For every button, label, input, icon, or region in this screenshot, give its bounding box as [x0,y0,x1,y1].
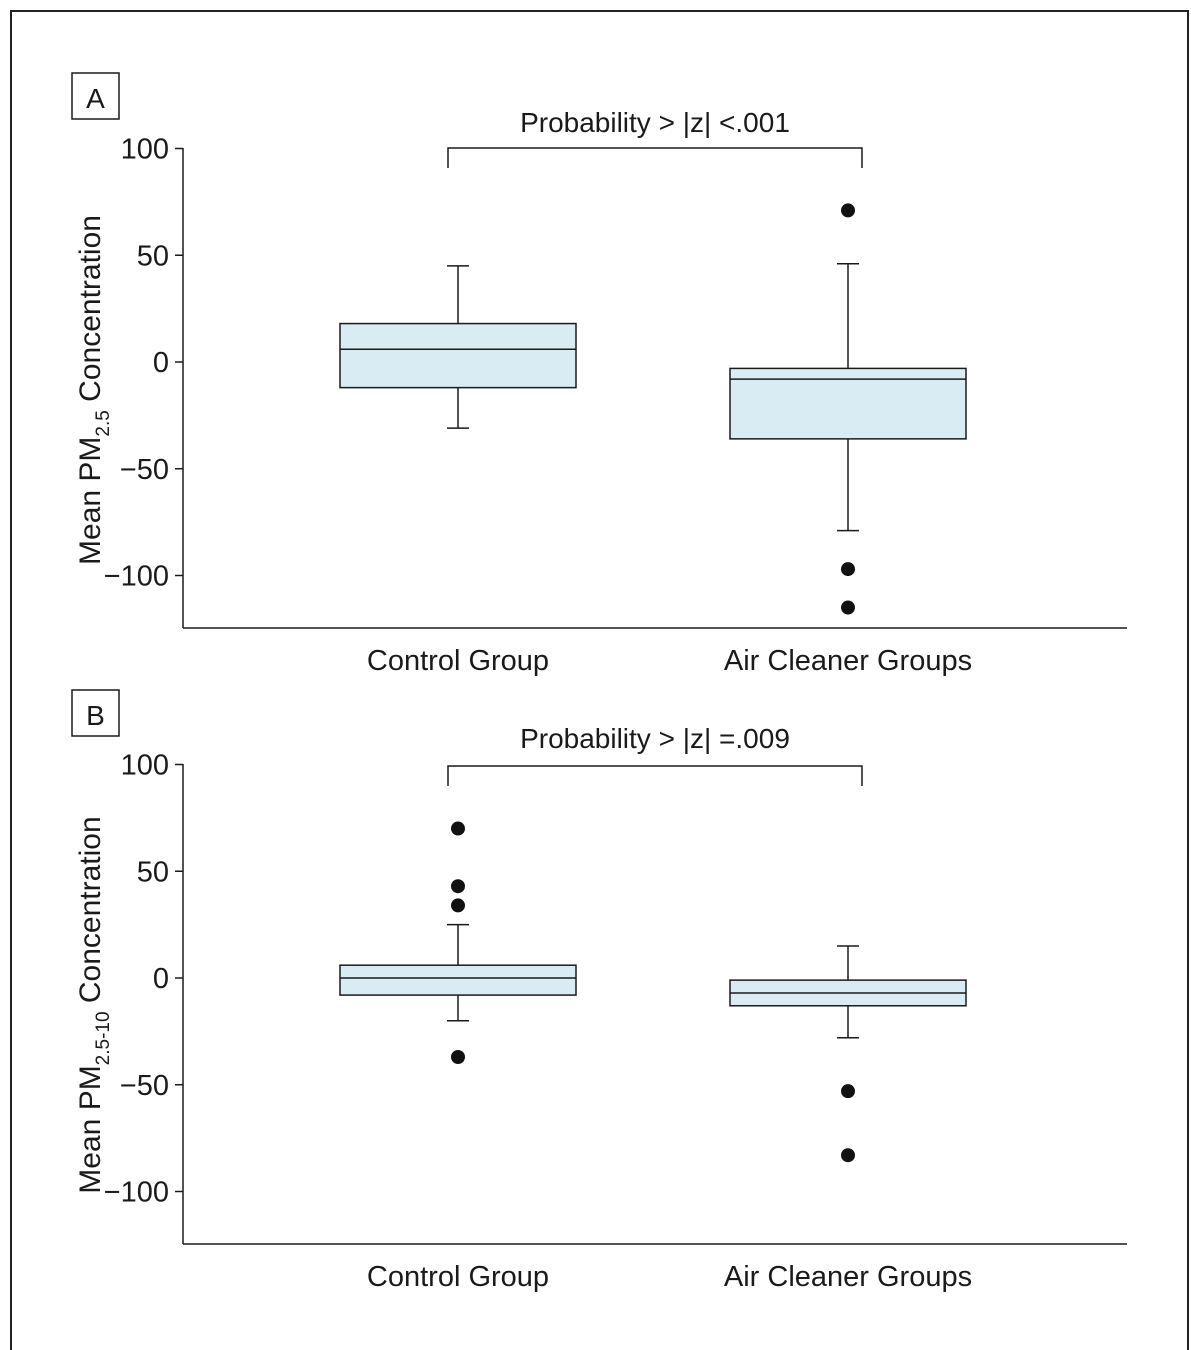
panel-b-outlier-point [451,898,465,913]
panel-a-category-label: Control Group [367,645,549,677]
panel-b-y-tick-label: 100 [121,750,169,782]
panel-a-outlier-point [841,203,855,218]
panel-b-outlier-point [841,1084,855,1099]
panel-a-outlier-point [841,562,855,577]
panel-a-y-axis-label-main: Mean PM [74,437,107,565]
panel-b-letter: B [86,700,105,731]
panel-b-y-axis-label-rest: Concentration [74,816,107,1011]
panel-a-y-axis-label: Mean PM2.5 Concentration [74,215,114,565]
panel-b-outlier-point [451,1049,465,1064]
panel-a-y-tick-label: −100 [104,561,169,593]
panel-b-outlier-point [451,821,465,836]
panel-a-letter-box [71,72,120,120]
panel-a-y-tick-label: 50 [137,240,169,272]
panel-b-y-tick-label: 0 [153,963,169,995]
panel-b-outlier-point [451,879,465,894]
panel-b-category-label: Control Group [367,1261,549,1293]
panel-b-y-axis-label-subscript: 2.5-10 [93,1011,114,1065]
panel-b-letter-box [71,689,120,737]
panel-b-y-axis-label: Mean PM2.5-10 Concentration [74,816,114,1193]
panel-b-y-tick-label: 50 [137,856,169,888]
panel-b-outlier-point [841,1148,855,1163]
panel-a-y-tick-label: 100 [121,134,169,166]
panel-a-significance-label: Probability > |z| <.001 [520,107,790,138]
panel-b-significance-label: Probability > |z| =.009 [520,723,790,754]
panel-b-significance-bracket [447,765,863,786]
panel-a-y-tick-label: 0 [153,347,169,379]
panel-a-category-label: Air Cleaner Groups [724,645,972,677]
panel-b-y-axis-label-main: Mean PM [74,1065,107,1193]
panel-a-y-axis-label-subscript: 2.5 [93,410,114,436]
panel-b-box [339,964,577,996]
panel-a-y-tick-label: −50 [120,454,169,486]
panel-a-box [339,322,577,389]
panel-b-y-tick-label: −50 [120,1070,169,1102]
panel-b-y-tick-label: −100 [104,1177,169,1209]
panel-a-letter: A [86,83,105,114]
panel-a-outlier-point [841,600,855,615]
panel-a-y-axis-label-rest: Concentration [74,215,107,410]
figure-frame [10,10,1189,1350]
panel-a-box [729,367,967,440]
panel-b-category-label: Air Cleaner Groups [724,1261,972,1293]
panel-a-significance-bracket [447,147,863,168]
